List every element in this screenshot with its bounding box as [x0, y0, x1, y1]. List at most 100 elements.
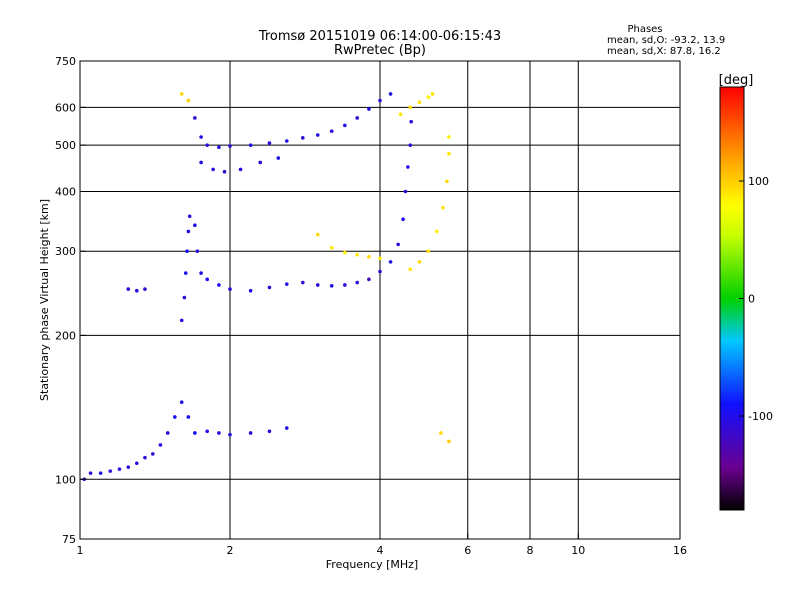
- o-mode-echo-point: [186, 229, 191, 234]
- o-mode-echo-point: [187, 214, 192, 219]
- x-mode-echo-point: [439, 431, 443, 435]
- colorbar-tick-label: 0: [748, 293, 755, 306]
- y-tick-label: 200: [55, 329, 76, 342]
- x-mode-echo-point: [426, 95, 431, 99]
- o-mode-echo-point: [199, 160, 203, 165]
- o-mode-echo-point: [108, 469, 113, 473]
- x-mode-echo-point: [179, 92, 184, 96]
- chart-subtitle: RwPretec (Bp): [334, 43, 426, 58]
- x-mode-echo-point: [408, 267, 413, 272]
- o-mode-echo-point: [401, 217, 405, 222]
- x-tick-label: 2: [227, 544, 234, 557]
- stats-line-x: mean, sd,X: 87.8, 16.2: [607, 46, 721, 57]
- y-axis-ticks: 75 100 200 300 400 500 600 750: [55, 55, 86, 546]
- o-mode-echo-point: [396, 242, 400, 247]
- y-tick-label: 750: [55, 55, 76, 68]
- grid-lines: [80, 61, 680, 539]
- o-mode-echo-point: [173, 415, 177, 419]
- x-mode-echo-point: [398, 112, 403, 117]
- o-mode-echo-point: [408, 143, 413, 147]
- x-tick-label: 4: [377, 544, 384, 557]
- y-tick-label: 100: [55, 473, 76, 486]
- y-tick-label: 300: [55, 245, 76, 258]
- x-mode-echo-point: [447, 135, 451, 139]
- chart-title: Tromsø 20151019 06:14:00-06:15:43: [258, 29, 501, 44]
- o-mode-echo-point: [193, 116, 197, 120]
- x-tick-label: 6: [464, 544, 471, 557]
- x-mode-echo-point: [186, 98, 191, 103]
- o-mode-echo-point: [248, 143, 253, 147]
- o-mode-echo-point: [117, 467, 122, 471]
- o-mode-echo-point: [193, 223, 197, 228]
- o-mode-echo-point: [126, 465, 131, 469]
- o-mode-echo-point: [199, 135, 203, 139]
- o-mode-echo-point: [409, 119, 413, 124]
- x-tick-label: 8: [527, 544, 534, 557]
- x-mode-echo-point: [445, 179, 449, 184]
- o-mode-echo-point: [217, 283, 221, 287]
- data-points: [82, 92, 451, 482]
- o-mode-echo-point: [367, 107, 371, 111]
- x-mode-echo-point: [447, 439, 451, 444]
- colorbar-tick-label: 100: [748, 175, 769, 188]
- o-mode-echo-point: [315, 133, 320, 137]
- o-mode-echo-point: [98, 471, 103, 475]
- o-mode-echo-point: [195, 249, 200, 254]
- o-mode-echo-point: [222, 169, 227, 174]
- o-mode-echo-point: [179, 318, 184, 323]
- o-mode-echo-point: [378, 269, 382, 274]
- o-mode-echo-point: [134, 288, 139, 293]
- o-mode-echo-point: [267, 429, 272, 434]
- o-mode-echo-point: [343, 283, 347, 287]
- o-mode-echo-point: [284, 426, 289, 430]
- y-tick-label: 600: [55, 101, 76, 114]
- x-mode-echo-point: [408, 105, 413, 110]
- x-tick-label: 16: [673, 544, 687, 557]
- o-mode-echo-point: [378, 98, 382, 103]
- o-mode-echo-point: [403, 189, 408, 194]
- x-mode-echo-point: [426, 249, 431, 254]
- o-mode-echo-point: [355, 280, 359, 285]
- o-mode-echo-point: [248, 431, 253, 435]
- x-mode-echo-point: [355, 252, 359, 257]
- o-mode-echo-point: [315, 283, 320, 287]
- x-tick-label: 10: [571, 544, 585, 557]
- o-mode-echo-point: [183, 271, 188, 275]
- x-mode-echo-point: [315, 232, 320, 237]
- x-axis-ticks: 1 2 4 6 8 10 16: [77, 533, 687, 557]
- o-mode-echo-point: [217, 431, 221, 435]
- y-tick-label: 75: [62, 533, 76, 546]
- x-tick-label: 1: [77, 544, 84, 557]
- o-mode-echo-point: [388, 260, 393, 264]
- y-axis-label: Stationary phase Virtual Height [km]: [38, 199, 51, 401]
- o-mode-echo-point: [179, 400, 184, 404]
- x-mode-echo-point: [367, 255, 371, 259]
- o-mode-echo-point: [228, 144, 232, 148]
- o-mode-echo-point: [134, 461, 139, 466]
- o-mode-echo-point: [267, 141, 272, 145]
- o-mode-echo-point: [238, 167, 243, 172]
- o-mode-echo-point: [228, 287, 232, 291]
- o-mode-echo-point: [193, 431, 197, 435]
- o-mode-echo-point: [126, 287, 131, 291]
- o-mode-echo-point: [199, 271, 203, 275]
- o-mode-echo-point: [248, 288, 253, 293]
- o-mode-echo-point: [151, 452, 155, 456]
- o-mode-echo-point: [182, 295, 187, 300]
- o-mode-echo-point: [205, 143, 209, 147]
- o-mode-echo-point: [355, 116, 359, 120]
- o-mode-echo-point: [388, 92, 393, 96]
- stats-heading: Phases: [627, 24, 662, 35]
- x-axis-label: Frequency [MHz]: [326, 558, 418, 571]
- o-mode-echo-point: [367, 277, 371, 282]
- x-mode-echo-point: [417, 260, 422, 264]
- o-mode-echo-point: [284, 282, 289, 286]
- o-mode-echo-point: [165, 431, 170, 435]
- o-mode-echo-point: [284, 139, 289, 143]
- x-mode-echo-point: [441, 205, 445, 210]
- o-mode-echo-point: [329, 129, 334, 133]
- x-mode-echo-point: [343, 250, 347, 255]
- stats-line-o: mean, sd,O: -93.2, 13.9: [607, 35, 725, 46]
- x-mode-echo-point: [378, 256, 382, 261]
